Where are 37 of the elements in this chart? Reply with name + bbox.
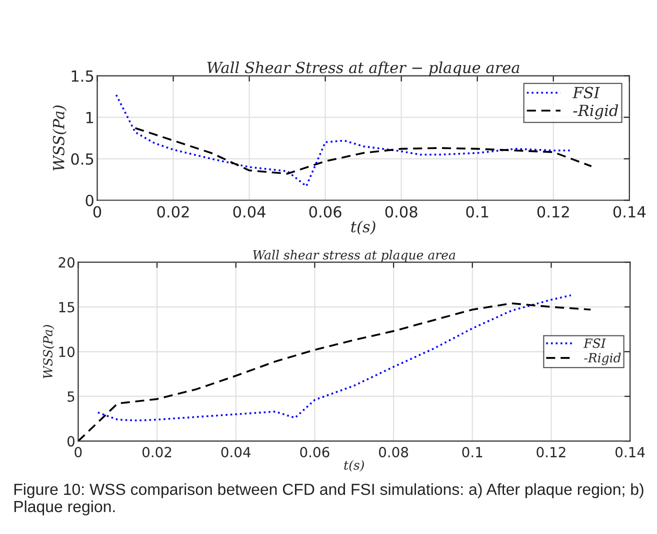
y-axis-title: WSS(Pa): [42, 325, 54, 378]
x-tick-label: 0.1: [462, 446, 482, 458]
y-tick-label: 20: [58, 257, 74, 268]
x-tick-label: 0.06: [309, 206, 342, 218]
x-tick-label: 0.08: [385, 206, 418, 218]
y-tick-label: 1: [86, 112, 94, 124]
x-tick-label: 0.06: [300, 446, 330, 458]
x-tick-label: 0.14: [616, 446, 645, 458]
x-tick-label: 0: [93, 206, 102, 218]
legend-label: -Rigid: [584, 352, 621, 366]
x-tick-label: 0.02: [157, 206, 189, 218]
x-tick-label: 0.04: [233, 206, 266, 218]
y-tick-label: 0: [67, 436, 74, 447]
legend-label: FSI: [583, 338, 606, 348]
y-tick-label: 5: [68, 392, 74, 402]
y-tick-label: 1.5: [72, 70, 94, 82]
x-tick-label: 0.04: [221, 446, 251, 458]
legend-label: FSI: [572, 86, 600, 98]
line-series: [96, 294, 572, 422]
caption: Figure 10: WSS comparison between CFD and FSI simulations: a) After plaque region; b) Plaque region.: [14, 483, 644, 516]
x-tick-label: 0.02: [142, 446, 172, 458]
chart-title: Wall Shear Stress at after − plaque area: [207, 61, 520, 76]
legend-label: -Rigid: [573, 104, 618, 120]
y-tick-label: 0.5: [71, 153, 94, 165]
x-axis-title: t(s): [344, 460, 364, 472]
x-tick-label: 0.12: [537, 206, 569, 218]
x-tick-label: 0.14: [613, 206, 646, 218]
line-series: [134, 127, 592, 175]
y-tick-label: 10: [59, 346, 74, 358]
x-axis-title: t(s): [351, 220, 376, 235]
y-tick-label: 0: [86, 194, 94, 206]
chart-title: Wall shear stress at plaque area: [253, 250, 456, 262]
x-tick-label: 0.08: [378, 446, 408, 458]
y-axis-title: WSS(Pa): [52, 106, 67, 171]
x-tick-label: 0.12: [536, 446, 566, 458]
y-tick-label: 15: [59, 302, 74, 312]
x-tick-label: 0.1: [466, 206, 488, 218]
